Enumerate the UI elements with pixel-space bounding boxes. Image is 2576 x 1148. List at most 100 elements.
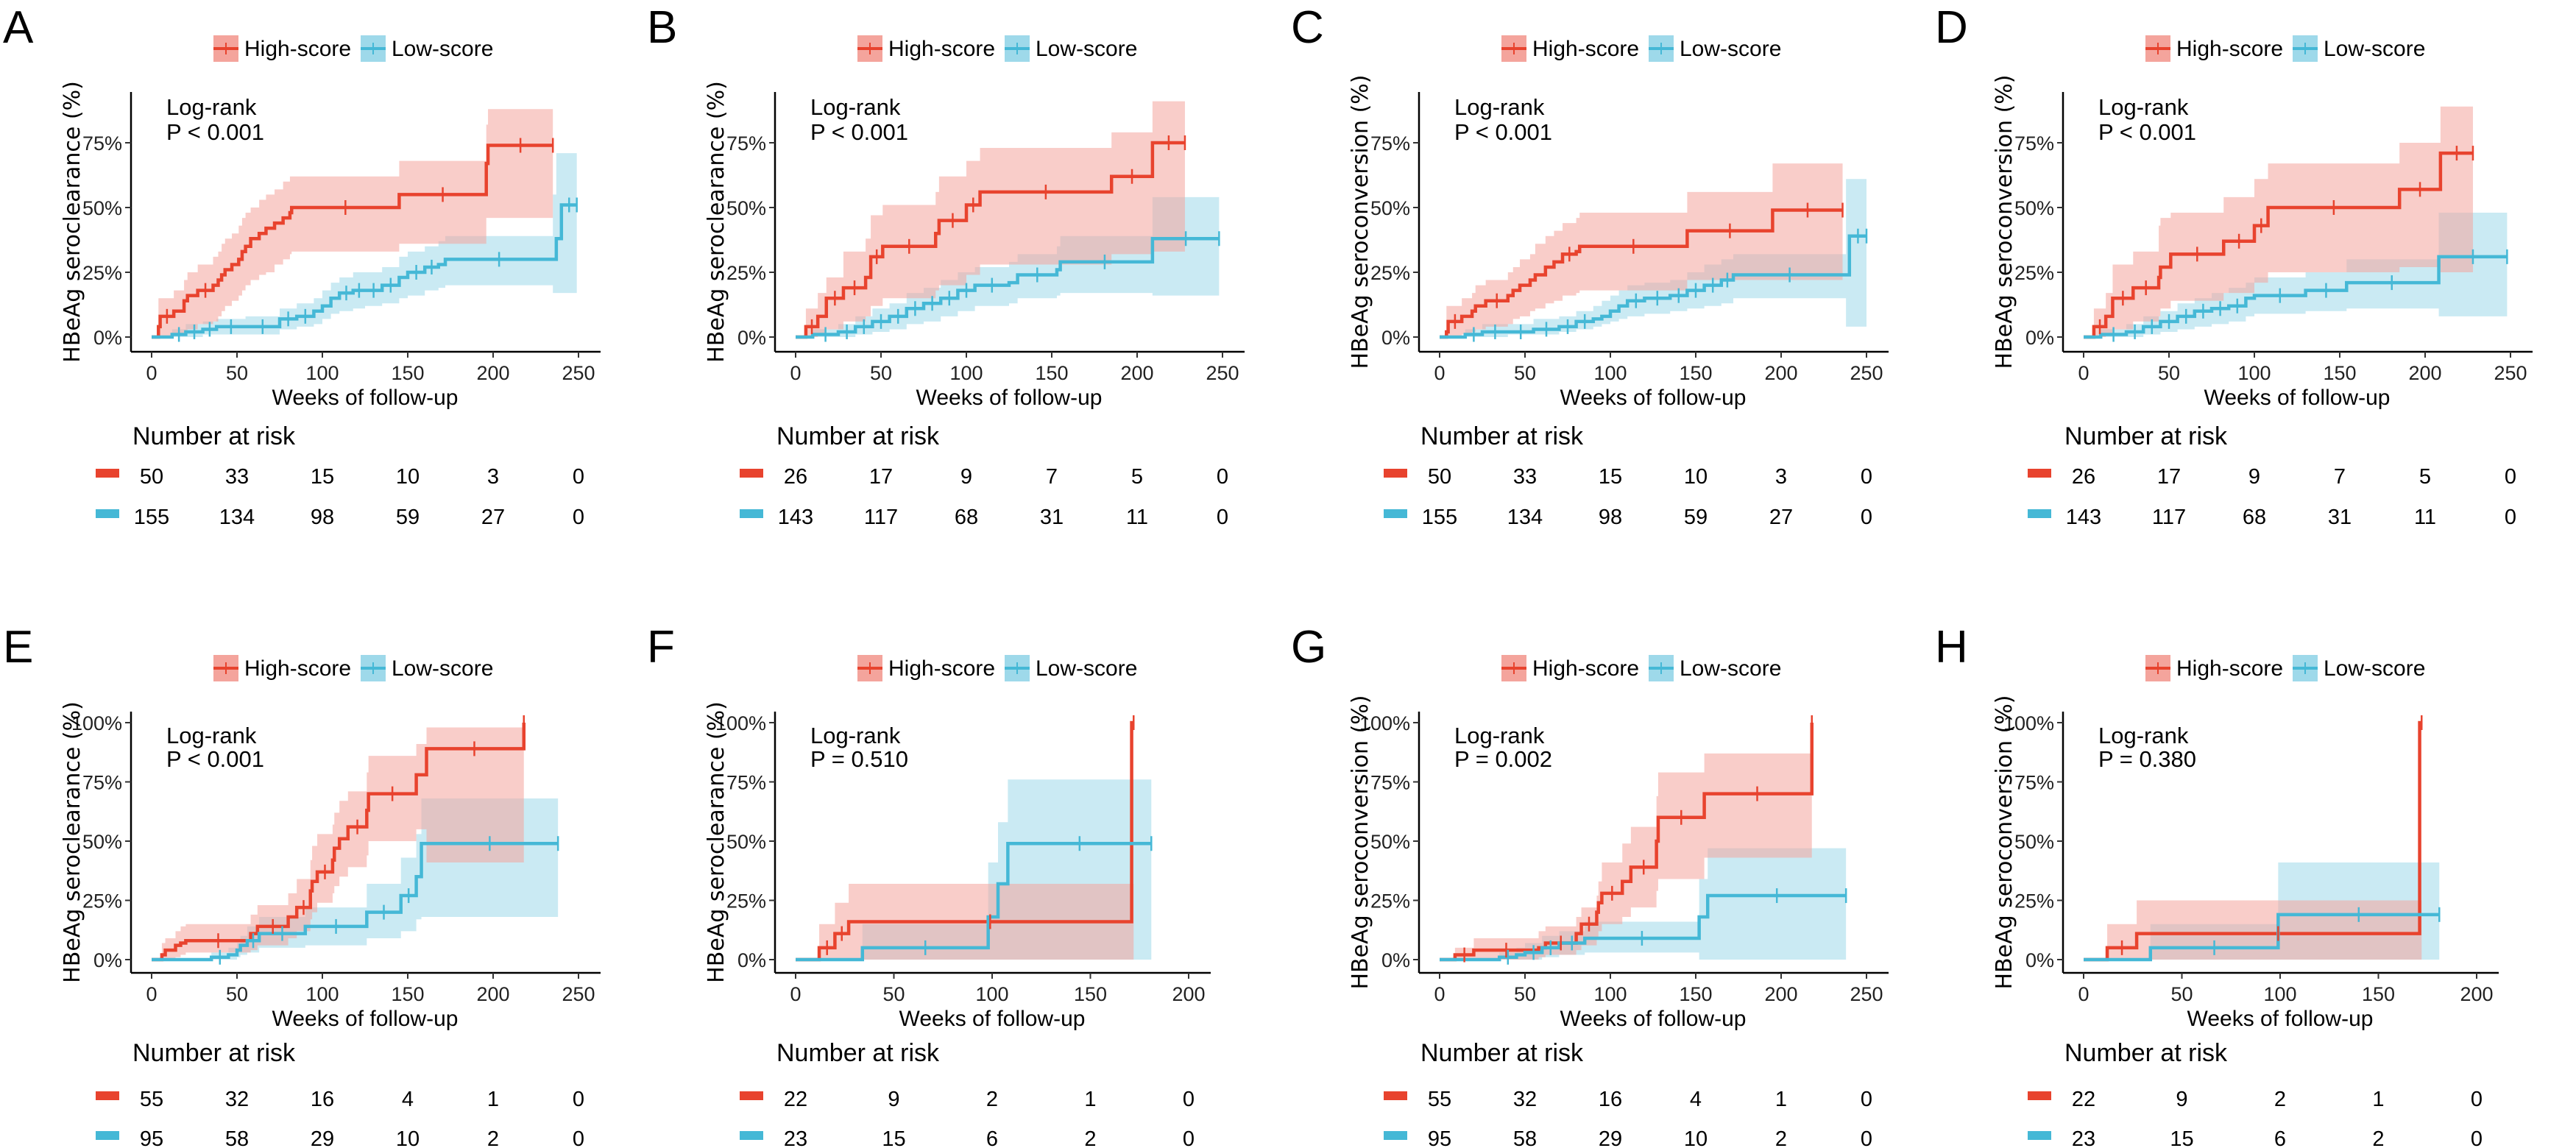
ci-band-low-score [796, 196, 1220, 337]
x-tick-label: 150 [391, 362, 424, 384]
y-tick-label: 75% [726, 132, 766, 155]
risk-count-high: 7 [1046, 465, 1058, 489]
x-tick-label: 100 [305, 362, 339, 384]
y-axis-title: HBeAg seroclearance (%) [60, 701, 85, 983]
risk-count-low: 0 [1183, 1127, 1195, 1148]
risk-count-low: 10 [396, 1127, 420, 1148]
x-axis-title: Weeks of follow-up [2187, 1007, 2374, 1031]
panel-label: B [647, 2, 677, 53]
km-curve-high-score [152, 723, 526, 962]
legend-label-high: High-score [1532, 656, 1639, 681]
risk-count-low: 68 [2243, 506, 2266, 529]
y-axis-title: HBeAg seroconversion (%) [1992, 74, 2017, 369]
risk-table-title: Number at risk [776, 1039, 940, 1067]
risk-count-high: 0 [1861, 1088, 1872, 1111]
x-tick-label: 150 [391, 983, 424, 1005]
risk-count-low: 59 [396, 506, 420, 529]
y-tick-label: 0% [2025, 327, 2054, 349]
risk-count-low: 29 [311, 1127, 334, 1148]
ci-band-high-score [1440, 163, 1843, 337]
x-tick-label: 50 [1514, 983, 1536, 1005]
x-tick-label: 150 [2323, 362, 2356, 384]
ci-band-high-score [2084, 106, 2473, 337]
x-tick-label: 150 [1074, 983, 1107, 1005]
p-value-label: P = 0.380 [2098, 746, 2196, 772]
km-curve-low-score [1440, 234, 1866, 339]
risk-count-high: 1 [1084, 1088, 1096, 1111]
p-value-label: P < 0.001 [2098, 119, 2196, 145]
x-tick-label: 200 [1172, 983, 1205, 1005]
x-tick-label: 100 [975, 983, 1008, 1005]
y-tick-label: 0% [737, 949, 766, 971]
y-tick-label: 50% [2014, 197, 2054, 219]
risk-table-title: Number at risk [132, 422, 296, 450]
risk-row-swatch-high [1384, 1091, 1407, 1100]
y-tick-label: 25% [2014, 890, 2054, 913]
x-axis-title: Weeks of follow-up [2204, 386, 2391, 410]
legend-label-low: Low-score [1036, 656, 1137, 681]
panel-label: G [1291, 622, 1326, 673]
km-curve-low-score [796, 236, 1220, 339]
risk-count-low: 31 [2328, 506, 2352, 529]
logrank-label: Log-rank [1454, 94, 1545, 120]
logrank-label: Log-rank [2098, 723, 2189, 748]
y-tick-label: 75% [1370, 132, 1410, 155]
x-axis-title: Weeks of follow-up [899, 1007, 1086, 1031]
ci-band-high-score [796, 101, 1185, 337]
x-tick-label: 200 [476, 362, 509, 384]
legend-label-low: Low-score [392, 656, 493, 681]
ci-band-high-score [152, 109, 553, 338]
x-tick-label: 250 [2494, 362, 2527, 384]
km-curve-low-score [2084, 255, 2508, 339]
risk-count-low: 15 [2170, 1127, 2193, 1148]
legend-label-high: High-score [888, 656, 995, 681]
risk-count-low: 59 [1684, 506, 1708, 529]
risk-count-high: 50 [1428, 465, 1451, 489]
legend: High-score Low-score [2145, 655, 2425, 681]
risk-count-high: 9 [960, 465, 972, 489]
x-tick-label: 250 [1850, 362, 1883, 384]
legend: High-score Low-score [857, 35, 1137, 62]
risk-count-high: 32 [225, 1088, 249, 1111]
risk-row-swatch-low [1384, 509, 1407, 518]
risk-table-title: Number at risk [2064, 1039, 2228, 1067]
y-tick-label: 50% [82, 831, 122, 853]
logrank-label: Log-rank [810, 723, 901, 748]
legend-label-high: High-score [2176, 656, 2283, 681]
p-value-label: P = 0.002 [1454, 746, 1552, 772]
risk-count-low: 23 [784, 1127, 807, 1148]
km-curve-high-score [2084, 720, 2422, 962]
risk-count-low: 98 [1599, 506, 1622, 529]
risk-count-low: 27 [1769, 506, 1793, 529]
risk-table-title: Number at risk [776, 422, 940, 450]
risk-count-low: 155 [134, 506, 169, 529]
x-tick-label: 50 [226, 362, 248, 384]
risk-table-title: Number at risk [1420, 422, 1584, 450]
risk-count-high: 5 [1131, 465, 1143, 489]
risk-count-high: 16 [311, 1088, 334, 1111]
y-tick-label: 25% [1370, 262, 1410, 284]
y-tick-label: 25% [82, 890, 122, 913]
legend: High-score Low-score [1501, 655, 1781, 681]
y-tick-label: 75% [1370, 772, 1410, 794]
risk-count-low: 155 [1422, 506, 1457, 529]
y-tick-label: 50% [1370, 197, 1410, 219]
risk-row-swatch-high [740, 1091, 763, 1100]
x-tick-label: 100 [305, 983, 339, 1005]
risk-count-low: 58 [225, 1127, 249, 1148]
risk-table-title: Number at risk [1420, 1039, 1584, 1067]
legend: High-score Low-score [213, 655, 493, 681]
ci-band-high-score [1440, 753, 1812, 960]
km-curve-high-score [1440, 208, 1843, 339]
ci-band-low-score [1440, 848, 1847, 960]
y-tick-label: 100% [715, 712, 766, 734]
x-tick-label: 0 [1434, 983, 1445, 1005]
risk-count-high: 2 [2274, 1088, 2286, 1111]
ci-band-low-score [2084, 213, 2508, 337]
x-tick-label: 200 [1764, 983, 1797, 1005]
x-tick-label: 100 [1593, 362, 1627, 384]
y-axis-title: HBeAg seroconversion (%) [1348, 695, 1373, 989]
y-axis-title: HBeAg seroclearance (%) [60, 81, 85, 363]
